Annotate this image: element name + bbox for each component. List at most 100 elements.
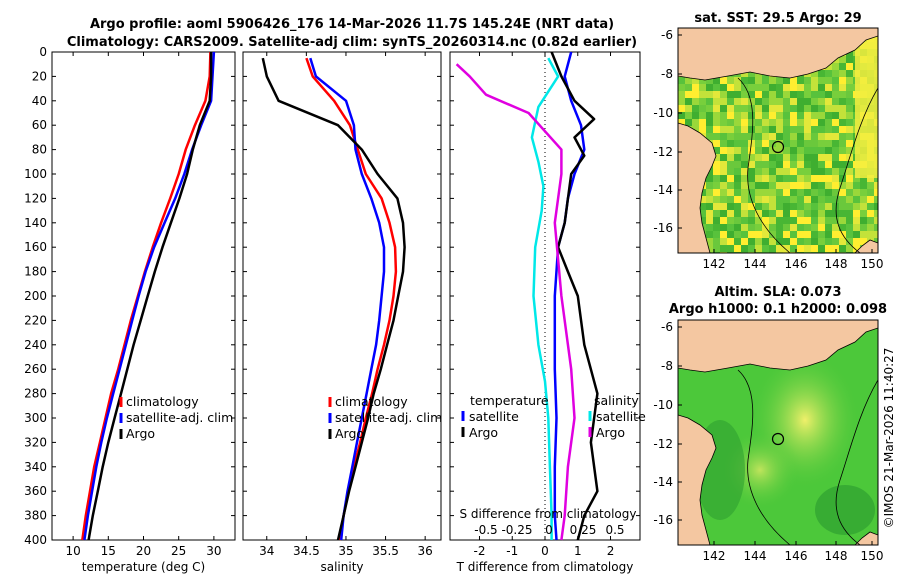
sst-cell — [706, 231, 713, 238]
map-frame — [677, 319, 879, 546]
sst-cell — [811, 154, 818, 161]
sst-cell — [811, 196, 818, 203]
sst-cell — [755, 210, 762, 217]
sst-cell — [811, 140, 818, 147]
sst-cell — [783, 196, 790, 203]
sst-cell — [811, 217, 818, 224]
sst-cell — [720, 77, 727, 84]
sst-cell — [727, 147, 734, 154]
sst-cell — [846, 56, 853, 63]
land-png — [678, 320, 878, 373]
sst-cell — [762, 168, 769, 175]
sst-cell — [839, 168, 846, 175]
sst-cell — [783, 112, 790, 119]
sst-cell — [804, 224, 811, 231]
sst-cell — [811, 84, 818, 91]
sst-cell — [713, 133, 720, 140]
x-tick-label: 36 — [418, 544, 433, 558]
sst-cell — [839, 224, 846, 231]
sst-cell — [748, 112, 755, 119]
sst-cell — [713, 140, 720, 147]
sst-cell — [853, 210, 860, 217]
sst-cell — [832, 231, 839, 238]
sst-cell — [839, 189, 846, 196]
land-png — [678, 28, 878, 81]
sst-cell — [867, 196, 874, 203]
sst-cell — [741, 105, 748, 112]
sst-cell — [853, 217, 860, 224]
sst-cell — [748, 70, 755, 77]
sst-cell — [867, 217, 874, 224]
sst-cell — [741, 217, 748, 224]
sst-cell — [713, 105, 720, 112]
sst-cell — [720, 168, 727, 175]
sst-cell — [811, 91, 818, 98]
legend-label: Argo — [469, 425, 498, 440]
sst-cell — [762, 77, 769, 84]
sst-cell — [790, 140, 797, 147]
sst-cell — [727, 98, 734, 105]
sst-cell — [832, 238, 839, 245]
sst-cell — [776, 210, 783, 217]
sst-cell — [846, 203, 853, 210]
sst-cell — [776, 217, 783, 224]
sst-cell — [783, 84, 790, 91]
sst-cell — [804, 133, 811, 140]
timestamp: ©IMOS 21-Mar-2026 11:40:27 — [882, 348, 896, 529]
sst-cell — [755, 182, 762, 189]
sst-cell — [853, 231, 860, 238]
sst-cell — [748, 217, 755, 224]
sst-cell — [776, 119, 783, 126]
sst-cell — [790, 210, 797, 217]
sst-cell — [783, 217, 790, 224]
sst-cell — [811, 133, 818, 140]
y-tick-label: 240 — [24, 338, 47, 352]
sst-cell — [825, 217, 832, 224]
x-tick-label: 35 — [338, 544, 353, 558]
sst-cell — [755, 98, 762, 105]
sst-cell — [818, 245, 825, 252]
sst-cell — [790, 182, 797, 189]
legend-label: satellite — [596, 409, 646, 424]
sst-cell — [832, 161, 839, 168]
sst-cell — [734, 133, 741, 140]
sst-cell — [755, 231, 762, 238]
sst-cell — [734, 210, 741, 217]
sst-cell — [762, 203, 769, 210]
x-tick-label: 1 — [574, 544, 582, 558]
difference-profile-axes: -2 -1 0 1 2 T difference from climatology temp… — [449, 51, 646, 574]
map-x-tick-label: 148 — [825, 549, 848, 563]
sst-cell — [727, 119, 734, 126]
sst-cell — [762, 126, 769, 133]
sst-cell — [692, 98, 699, 105]
sst-cell — [741, 175, 748, 182]
map-y-tick-label: -8 — [661, 359, 673, 373]
sst-cell — [727, 217, 734, 224]
sst-cell — [706, 210, 713, 217]
sst-cell — [748, 84, 755, 91]
x2-tick-label: -0.5 — [474, 523, 497, 537]
sst-cell — [762, 154, 769, 161]
sst-cell — [846, 231, 853, 238]
sst-cell — [706, 84, 713, 91]
sst-cell — [811, 182, 818, 189]
y-tick-label: 40 — [32, 94, 47, 108]
sst-cell — [783, 168, 790, 175]
sst-cell — [804, 182, 811, 189]
sst-cell — [769, 231, 776, 238]
sst-cell — [783, 126, 790, 133]
x-tick-label: 10 — [65, 544, 80, 558]
map-x-tick-label: 142 — [703, 257, 726, 271]
sst-cell — [706, 238, 713, 245]
sst-cell — [713, 196, 720, 203]
sst-cell — [818, 182, 825, 189]
sst-cell — [818, 189, 825, 196]
sst-cell — [790, 168, 797, 175]
legend-label: climatology — [335, 394, 408, 409]
sst-cell — [678, 84, 685, 91]
sst-cell — [720, 210, 727, 217]
sst-cell — [776, 168, 783, 175]
sst-cell — [762, 105, 769, 112]
sst-cell — [790, 91, 797, 98]
sst-cell — [797, 91, 804, 98]
